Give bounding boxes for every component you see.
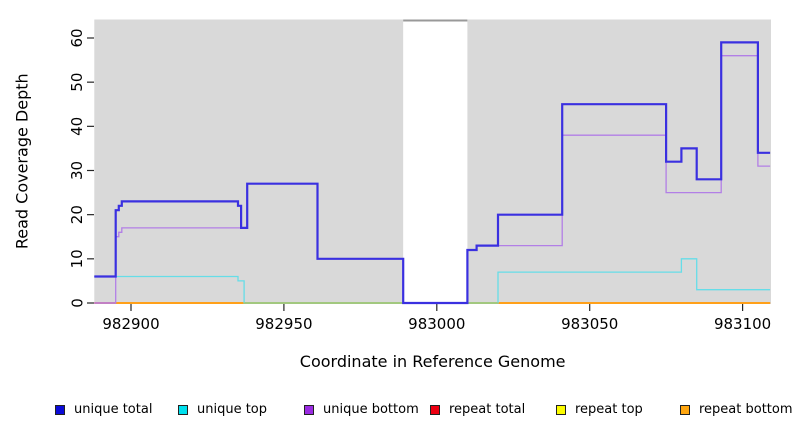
coverage-plot-canvas: 982900 982950 983000 983050 983100 0 10 20 30 40 5… — [13, 19, 771, 371]
legend-label-unique-total: unique total — [74, 402, 153, 417]
y-axis-title: Read Coverage Depth — [13, 73, 32, 249]
masked-region — [403, 19, 468, 304]
legend-swatch-unique-bottom — [304, 405, 314, 415]
legend-swatch-repeat-top — [556, 405, 566, 415]
legend-item-unique-top: unique top — [178, 402, 267, 418]
legend-item-repeat-total: repeat total — [430, 402, 525, 418]
legend-label-unique-top: unique top — [197, 402, 268, 417]
legend-label-repeat-top: repeat top — [575, 402, 643, 417]
x-tick-label: 982950 — [255, 315, 312, 333]
y-tick-label: 20 — [68, 205, 86, 224]
legend-item-repeat-top: repeat top — [556, 402, 643, 418]
y-tick-label: 0 — [68, 298, 86, 308]
y-tick-label: 50 — [68, 73, 86, 92]
legend-swatch-unique-top — [178, 405, 188, 415]
series-line-unique-total — [94, 41, 771, 305]
y-tick-label: 60 — [68, 28, 86, 47]
legend-label-repeat-total: repeat total — [449, 402, 526, 417]
legend-item-unique-total: unique total — [55, 402, 152, 418]
legend-item-repeat-bottom: repeat bottom — [680, 402, 792, 418]
series-line-unique-top — [94, 258, 771, 304]
x-tick-label: 983000 — [408, 315, 465, 333]
x-tick-label: 983050 — [561, 315, 618, 333]
legend-swatch-repeat-bottom — [680, 405, 690, 415]
x-tick-label: 983100 — [714, 315, 771, 333]
y-tick-label: 30 — [68, 161, 86, 180]
plot-legend: unique total unique top unique bottom repea… — [0, 394, 792, 428]
y-tick-label: 10 — [68, 249, 86, 268]
legend-swatch-unique-total — [55, 405, 65, 415]
legend-item-unique-bottom: unique bottom — [304, 402, 419, 418]
legend-label-unique-bottom: unique bottom — [323, 402, 419, 417]
x-tick-label: 982900 — [102, 315, 159, 333]
legend-label-repeat-bottom: repeat bottom — [699, 402, 792, 417]
legend-swatch-repeat-total — [430, 405, 440, 415]
y-tick-label: 40 — [68, 117, 86, 136]
x-axis-title: Coordinate in Reference Genome — [300, 352, 566, 371]
